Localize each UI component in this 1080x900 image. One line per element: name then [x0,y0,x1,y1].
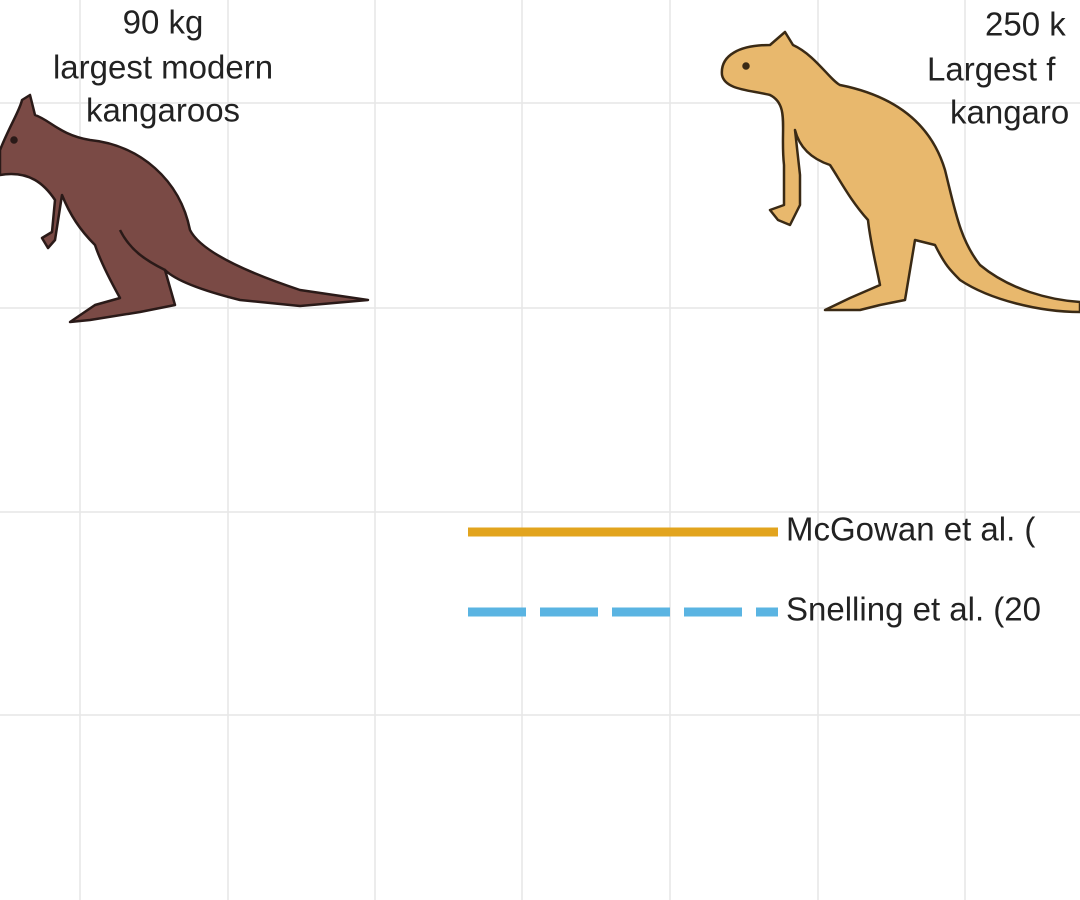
fossil-kangaroo [720,30,1080,314]
modern-kangaroo [0,93,370,324]
legend: McGowan et al. ( Snelling et al. (20 [468,511,1041,628]
annotations: 90 kg largest modern kangaroos 250 k Largest… [53,4,1069,131]
annotation-line: kangaroos [86,92,240,129]
legend-label: Snelling et al. (20 [786,591,1041,628]
annotation-line: 90 kg [123,4,204,41]
annotation-line: 250 k [985,6,1066,43]
annotation-line: Largest f [927,51,1056,88]
annotation-line: largest modern [53,49,273,86]
legend-label: McGowan et al. ( [786,511,1035,548]
annotation-line: kangaro [950,94,1069,131]
